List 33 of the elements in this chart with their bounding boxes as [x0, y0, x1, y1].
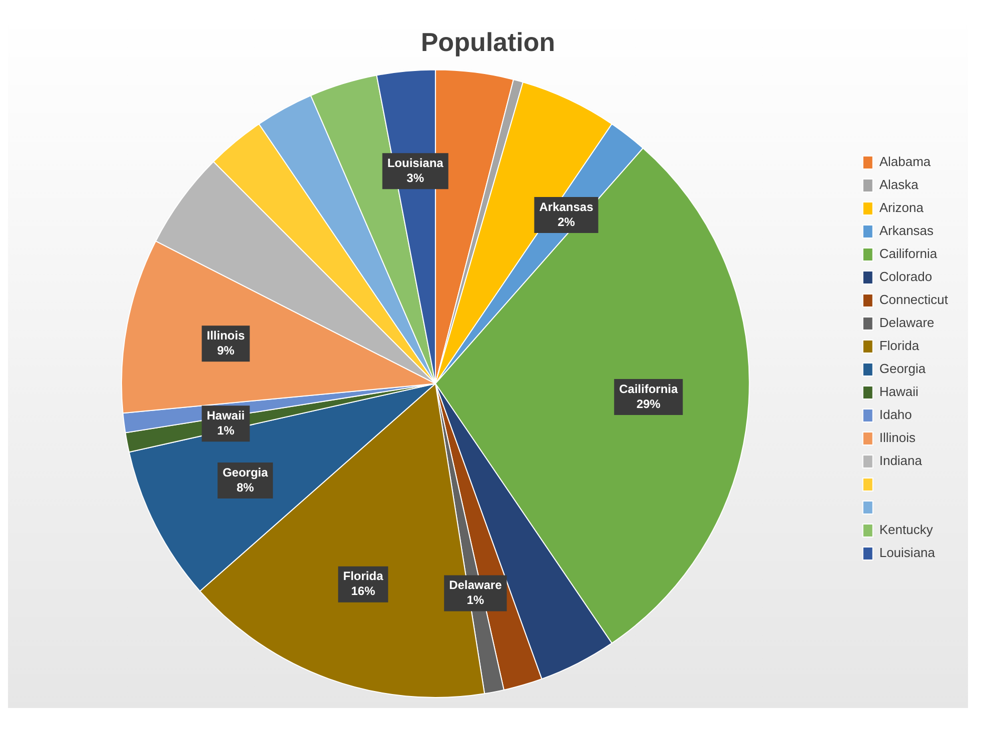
data-label: 29%: [636, 396, 661, 411]
legend-label: Connecticut: [879, 292, 948, 308]
slice-label: Louisiana: [387, 156, 444, 170]
legend-label: Illinois: [879, 430, 916, 446]
legend-label: Cailifornia: [879, 246, 938, 262]
legend-label: Florida: [879, 338, 920, 354]
slice-label: Florida: [343, 569, 384, 584]
data-label: 8%: [236, 480, 254, 494]
legend-label: Delaware: [879, 315, 934, 330]
data-label: 16%: [351, 584, 376, 598]
legend-label: Idaho: [879, 407, 912, 422]
legend-label: Louisiana: [879, 545, 936, 560]
data-label: 1%: [466, 593, 484, 608]
legend-label: Kentucky: [879, 522, 934, 538]
legend-label: Hawaii: [879, 384, 918, 400]
data-label: 3%: [406, 170, 424, 185]
slice-label: Hawaii: [206, 408, 245, 422]
chart-title: Population: [420, 26, 556, 57]
legend-label: Alaska: [879, 177, 920, 192]
slice-label: Delaware: [449, 578, 502, 592]
data-label: 2%: [558, 214, 576, 229]
slice-label: Georgia: [222, 465, 268, 480]
slice-label: Illinois: [206, 328, 246, 342]
legend-label: Georgia: [879, 361, 926, 376]
legend-label: Alabama: [879, 154, 932, 170]
legend-label: Colorado: [879, 269, 932, 284]
data-label: 9%: [217, 343, 235, 358]
slice-label: Arkansas: [539, 200, 594, 214]
slice-label: Cailifornia: [619, 382, 678, 396]
legend-label: Indiana: [879, 453, 923, 468]
legend-label: Arkansas: [879, 223, 934, 238]
data-label: 1%: [217, 423, 235, 438]
legend-label: Arizona: [879, 200, 924, 216]
